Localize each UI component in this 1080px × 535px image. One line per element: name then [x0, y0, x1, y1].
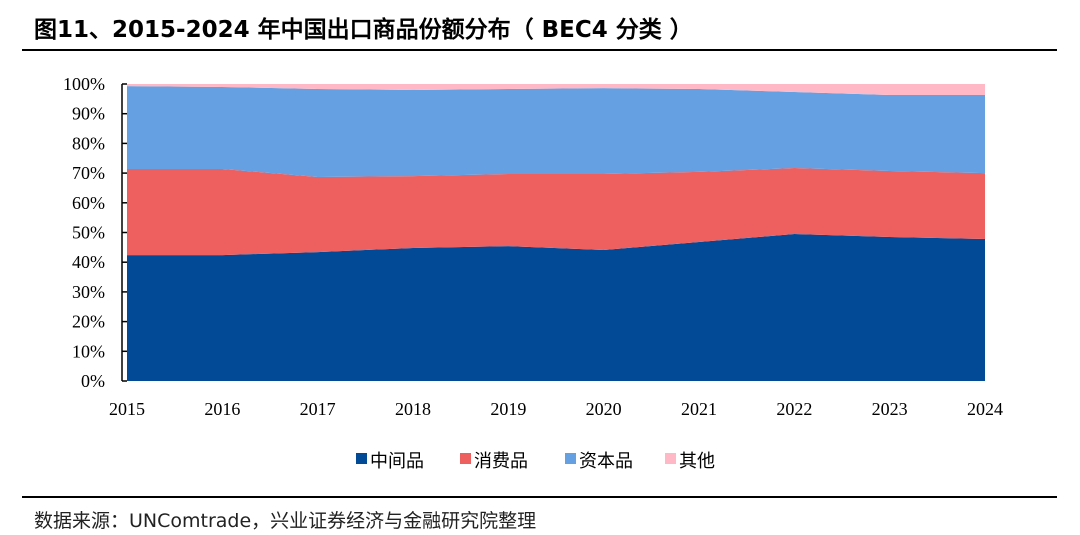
y-tick-label: 100% — [63, 74, 105, 94]
y-tick-label: 20% — [72, 312, 105, 332]
area-series-0 — [127, 233, 985, 381]
x-tick-label: 2019 — [490, 399, 526, 419]
y-tick-label: 10% — [72, 341, 105, 361]
title-rule — [22, 49, 1057, 51]
chart-title: 图11、2015-2024 年中国出口商品份额分布（ BEC4 分类 ） — [34, 17, 693, 43]
legend-swatch — [565, 453, 576, 464]
x-tick-label: 2020 — [586, 399, 622, 419]
legend-swatch — [665, 453, 676, 464]
y-tick-label: 80% — [72, 133, 105, 153]
x-tick-label: 2022 — [776, 399, 812, 419]
legend-swatch — [460, 453, 471, 464]
x-tick-label: 2023 — [872, 399, 908, 419]
x-tick-label: 2024 — [967, 399, 1003, 419]
x-tick-label: 2021 — [681, 399, 717, 419]
source-rule — [22, 496, 1057, 498]
y-tick-label: 60% — [72, 193, 105, 213]
x-tick-label: 2018 — [395, 399, 431, 419]
x-tick-label: 2015 — [109, 399, 145, 419]
legend-label: 资本品 — [579, 451, 633, 472]
x-tick-label: 2016 — [204, 399, 240, 419]
source-note: 数据来源：UNComtrade，兴业证券经济与金融研究院整理 — [34, 510, 537, 532]
legend-label: 中间品 — [370, 451, 424, 472]
area-series-1 — [127, 168, 985, 256]
y-tick-label: 50% — [72, 223, 105, 243]
y-tick-label: 30% — [72, 282, 105, 302]
x-tick-label: 2017 — [300, 399, 336, 419]
y-tick-label: 0% — [81, 371, 105, 391]
y-tick-label: 70% — [72, 163, 105, 183]
legend-label: 其他 — [679, 451, 715, 472]
area-series-2 — [127, 86, 985, 177]
area-series-3 — [127, 84, 985, 95]
y-tick-label: 90% — [72, 104, 105, 124]
legend-swatch — [356, 453, 367, 464]
legend-label: 消费品 — [474, 451, 528, 472]
y-tick-label: 40% — [72, 252, 105, 272]
